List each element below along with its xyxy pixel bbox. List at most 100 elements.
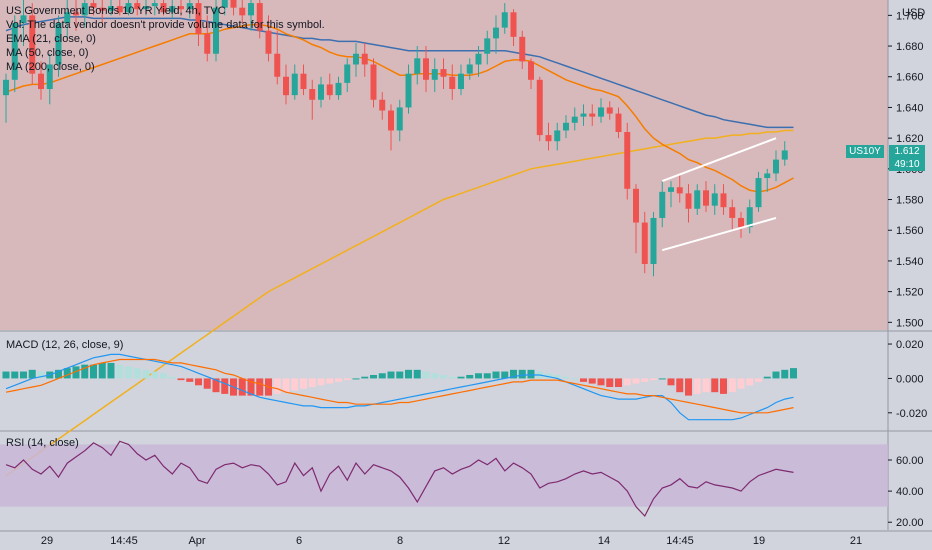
macd-histogram-bar [142,369,150,379]
candle-body [440,69,447,77]
macd-histogram-bar [422,371,430,379]
price-axis-tick-label: 1.540 [896,256,924,268]
macd-histogram-bar [212,378,220,393]
macd-line [5,353,794,421]
ma200-line [5,129,794,477]
macd-histogram-bar [685,378,692,396]
macd-histogram-bar [352,378,360,380]
macd-axis-tick-label: -0.020 [896,408,927,420]
macd-histogram-bar [37,371,45,379]
candle-body [738,217,744,228]
macd-histogram-bar [177,378,185,381]
price-axis-tick-label: 1.500 [896,317,924,329]
candle-body [764,173,771,179]
price-axis-tick-label: 1.620 [896,133,924,145]
candle-body [475,53,482,65]
candle-body [90,3,97,8]
macd-legend: MACD (12, 26, close, 9) [6,339,124,351]
candle-body [711,193,718,206]
macd-histogram-bar [580,378,587,382]
time-axis-label: 14 [598,535,610,547]
macd-histogram-bar [440,374,447,379]
macd-histogram-bar [55,369,62,379]
candle-body [81,3,88,16]
macd-histogram-bar [28,369,36,379]
time-axis-label: 6 [296,535,302,547]
macd-axis-tick-label: 0.000 [896,373,924,385]
candle-body [501,12,508,28]
ma50-legend: MA (50, close, 0) [6,47,89,59]
macd-histogram-bar [317,378,325,386]
macd-histogram-bar [755,378,762,382]
macd-histogram-bar [273,378,281,394]
time-axis-label: 14:45 [666,535,694,547]
candle-body [668,187,674,192]
macd-histogram-bar [326,378,334,384]
macd-histogram-bar [291,378,299,391]
candle-body [781,150,788,160]
candle-body [256,3,263,31]
rsi-band [0,444,888,507]
candle-body [554,130,561,142]
macd-histogram-bar [737,378,745,389]
candle-body [484,38,491,54]
candle-body [335,82,342,96]
candle-body [178,6,184,10]
macd-histogram-bar [221,378,229,394]
channel-upper-line [661,137,777,183]
candle-body [151,3,158,7]
candle-body [633,188,639,223]
volume-note: Vol: The data vendor doesn't provide vol… [6,19,325,31]
macd-histogram-bar [475,373,482,379]
macd-histogram-bar [501,371,509,379]
candle-body [353,53,359,65]
candle-body [729,207,736,218]
macd-axis-tick-label: 0.020 [896,339,924,351]
candle-body [195,3,202,34]
macd-lines-layer [5,353,794,421]
candle-body [55,23,62,65]
macd-histogram-bar [790,368,797,379]
candle-body [606,107,613,114]
macd-histogram-bar [693,378,701,394]
ma200-legend: MA (200, close, 0) [6,61,95,73]
macd-histogram-bar [282,378,290,393]
macd-histogram-bar [203,378,211,389]
rsi-axis-tick-label: 40.00 [896,486,924,498]
macd-histogram-bar [588,378,596,384]
macd-histogram-bar [658,378,666,380]
candle-body [221,0,228,8]
candle-body [423,58,429,80]
rsi-legend: RSI (14, close) [6,437,79,449]
macd-histogram-bar [763,376,771,379]
candle-body [143,6,149,10]
ma50-line [5,16,794,129]
macd-histogram-bar [160,373,167,379]
time-axis-label: Apr [188,535,205,547]
macd-histogram-bar [378,373,386,379]
candle-body [624,132,631,189]
candle-body [64,12,71,24]
candle-body [204,33,211,54]
price-axis-tick-label: 1.560 [896,225,924,237]
candle-body [99,7,106,11]
macd-histogram-bar [448,376,456,379]
macd-histogram-bar [256,378,264,396]
candle-body [248,3,254,16]
macd-histogram-bar [81,364,89,379]
candle-body [755,178,762,208]
candle-body [300,73,307,90]
macd-histogram-bar [720,378,727,394]
macd-histogram-bar [571,378,579,380]
macd-histogram-bar [431,373,439,379]
macd-histogram-bar [361,376,369,379]
ema21-line [5,23,794,193]
candle-body [20,15,27,24]
candle-body [676,187,683,194]
candle-body [703,190,709,206]
candle-body [493,27,499,39]
macd-histogram-bar [510,369,517,379]
candle-body [370,64,377,100]
macd-histogram-bar [335,378,342,382]
macd-histogram-bar [728,378,736,393]
